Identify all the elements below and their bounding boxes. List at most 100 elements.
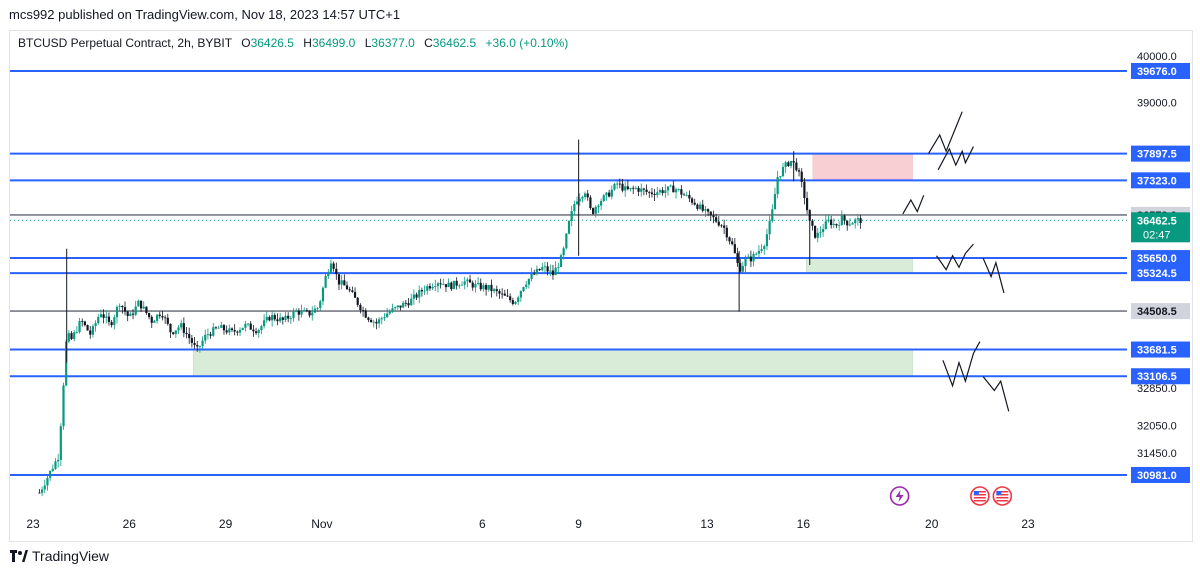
candle xyxy=(139,300,143,312)
candle xyxy=(768,215,771,241)
candle xyxy=(75,326,78,334)
candle-body xyxy=(260,326,263,331)
y-tick-label-0: 40000.0 xyxy=(1137,51,1177,63)
candle-body xyxy=(757,250,761,254)
us-flag-icon-stripe xyxy=(973,500,986,502)
candle-body xyxy=(174,330,177,334)
us-flag-icon-canton xyxy=(973,491,979,495)
bar-countdown-label: 02:47 xyxy=(1143,229,1171,241)
candle xyxy=(102,309,105,324)
candle xyxy=(832,218,835,229)
candle-body xyxy=(771,209,774,222)
candle-body xyxy=(367,317,370,320)
candle xyxy=(530,267,533,282)
candle-body xyxy=(805,197,809,211)
candle-body xyxy=(543,266,547,268)
candle-body xyxy=(383,317,386,319)
candle xyxy=(415,292,418,301)
candle xyxy=(78,317,81,334)
candle xyxy=(597,204,600,214)
candle xyxy=(479,278,482,292)
candle-body xyxy=(610,189,613,197)
candle-body xyxy=(642,188,646,190)
candle-body xyxy=(618,183,621,185)
candle-body xyxy=(107,316,111,323)
candle-body xyxy=(105,316,108,318)
candle xyxy=(471,280,474,291)
candle xyxy=(779,176,782,181)
candle xyxy=(854,217,857,229)
projection-path-4 xyxy=(982,257,1005,294)
candle-body xyxy=(565,233,568,249)
candle xyxy=(174,330,177,338)
candle xyxy=(410,293,413,306)
candle xyxy=(501,288,504,299)
candle xyxy=(656,186,659,198)
candle-body xyxy=(755,253,758,255)
candle-body xyxy=(487,284,490,290)
candle xyxy=(819,226,822,238)
candle xyxy=(118,303,121,311)
candle xyxy=(749,250,752,268)
candle-body xyxy=(616,183,619,185)
candle-body xyxy=(126,311,129,316)
candle xyxy=(757,245,761,258)
candle-body xyxy=(201,340,204,347)
candle xyxy=(771,204,774,223)
candle-body xyxy=(131,313,135,315)
legend-close-label: C xyxy=(424,36,433,50)
candle xyxy=(89,326,92,339)
candle xyxy=(709,211,712,222)
candle-body xyxy=(332,263,335,269)
candle-body xyxy=(634,187,637,189)
candle-body xyxy=(626,186,629,190)
candle-body xyxy=(190,338,193,343)
candle-body xyxy=(779,176,782,178)
candle-body xyxy=(420,290,424,292)
candle xyxy=(345,281,349,290)
tradingview-footer[interactable]: TradingView xyxy=(10,546,109,566)
candle xyxy=(268,315,271,322)
candle-body xyxy=(586,193,589,198)
x-tick-label-0: 23 xyxy=(26,517,40,531)
candle-body xyxy=(650,192,654,195)
candle xyxy=(375,318,378,330)
candle xyxy=(57,453,60,468)
candle-body xyxy=(303,310,306,312)
candle-body xyxy=(538,268,541,271)
candle-body xyxy=(156,314,159,321)
candle-body xyxy=(340,280,343,285)
candle xyxy=(343,274,346,286)
candle xyxy=(589,195,592,210)
candle xyxy=(484,283,488,296)
candle xyxy=(281,316,284,325)
candle-body xyxy=(230,328,234,330)
legend-low-label: L xyxy=(364,36,372,50)
candle-body xyxy=(300,310,303,315)
candle xyxy=(763,244,766,255)
candle xyxy=(827,214,830,223)
level-tag-label-6: 34508.5 xyxy=(1137,306,1177,318)
candle-body xyxy=(129,313,132,316)
candle-body xyxy=(525,284,528,288)
candle xyxy=(444,284,448,292)
candle-body xyxy=(787,162,790,166)
candle-body xyxy=(824,221,827,230)
candle xyxy=(361,306,365,317)
candle-body xyxy=(198,346,202,347)
candle-body xyxy=(843,215,846,221)
candle xyxy=(640,183,643,197)
candle xyxy=(715,213,718,224)
candle-body xyxy=(217,327,220,329)
candle xyxy=(755,252,758,256)
candle xyxy=(332,261,335,272)
candle-body xyxy=(471,282,474,288)
candle xyxy=(233,324,236,336)
candle xyxy=(356,296,359,307)
x-tick-label-5: 9 xyxy=(575,517,582,531)
us-flag-icon-stripe xyxy=(996,497,1009,499)
candle xyxy=(249,321,252,330)
candle xyxy=(760,244,763,254)
candle-body xyxy=(236,331,239,333)
